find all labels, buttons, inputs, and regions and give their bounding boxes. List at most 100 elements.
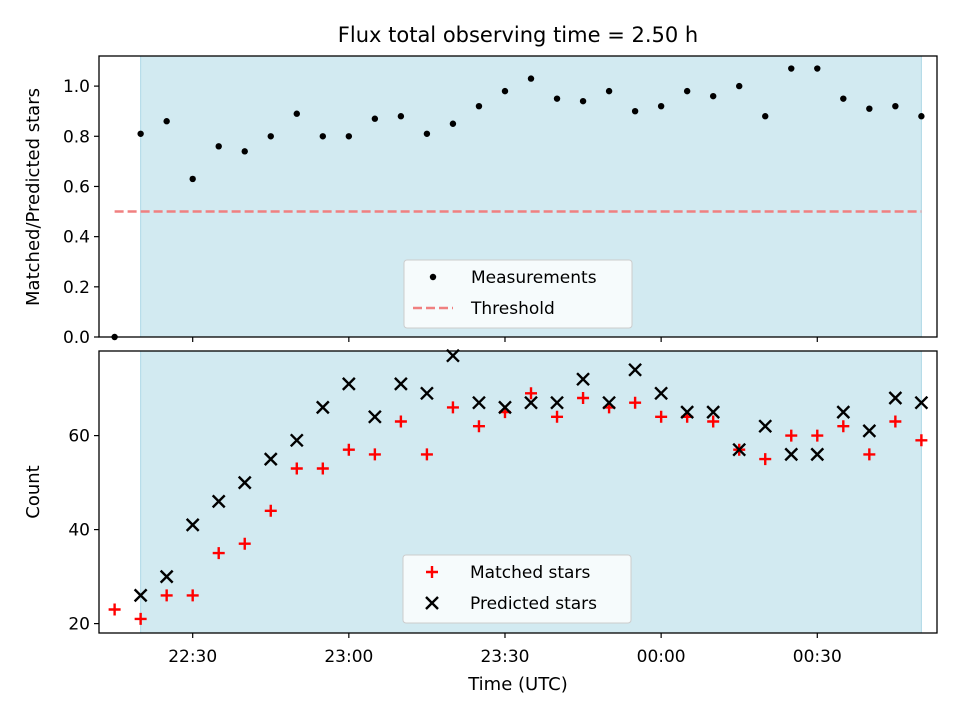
top-panel: 0.0 0.2 0.4 0.6 0.8 1.0 Measurements Threshold — [63, 55, 938, 348]
measurement-point — [527, 75, 535, 82]
measurement-point — [189, 175, 196, 183]
measurement-point — [762, 113, 769, 120]
matched-star-point — [785, 429, 798, 442]
matched-star-point — [472, 420, 485, 433]
predicted-star-point — [368, 409, 382, 424]
x-tick-label: 00:30 — [793, 647, 842, 667]
matched-star-point — [264, 504, 277, 517]
predicted-star-point — [472, 395, 486, 410]
measurement-point — [657, 102, 665, 110]
measurement-point — [918, 113, 925, 120]
predicted-star-point — [602, 395, 616, 410]
predicted-star-point — [810, 447, 825, 462]
measurement-point — [475, 102, 483, 110]
measurement-point — [553, 95, 561, 102]
legend-box — [402, 554, 632, 624]
predicted-star-point — [732, 442, 747, 457]
legend-measurement-marker — [429, 273, 437, 281]
predicted-star-point — [341, 377, 356, 391]
measurement-point — [267, 133, 274, 140]
matched-star-point — [655, 410, 668, 423]
legend-label: Predicted stars — [470, 594, 597, 614]
matched-star-point — [863, 448, 876, 461]
x-tick-label: 23:30 — [480, 647, 529, 667]
predicted-star-point — [550, 395, 564, 410]
chart-title: Flux total observing time = 2.50 h — [338, 23, 698, 47]
measurement-point — [605, 87, 613, 95]
matched-star-point — [134, 612, 147, 625]
legend-box — [403, 259, 633, 329]
predicted-star-point — [394, 377, 408, 391]
measurement-point — [345, 133, 353, 140]
measurement-point — [866, 105, 873, 112]
predicted-star-point — [185, 518, 200, 532]
predicted-star-point — [289, 433, 304, 448]
matched-star-point — [811, 429, 824, 442]
legend: Matched stars Predicted stars — [402, 554, 632, 624]
x-tick-label: 23:00 — [324, 647, 373, 667]
top-y-axis-label: Matched/Predicted stars — [23, 88, 44, 306]
matched-star-point — [186, 589, 199, 602]
predicted-star-point — [420, 386, 434, 401]
matched-star-point — [212, 547, 225, 560]
bottom-y-axis-label: Count — [23, 465, 44, 518]
measurement-point — [449, 120, 457, 127]
matched-star-point — [446, 401, 459, 414]
y-tick-label: 1.0 — [63, 77, 90, 97]
y-tick-label: 0.8 — [63, 127, 90, 147]
predicted-star-point — [836, 405, 851, 419]
predicted-star-point — [706, 405, 721, 419]
measurement-point — [683, 87, 691, 95]
matched-star-point — [837, 420, 850, 433]
y-tick-label: 60 — [68, 427, 90, 447]
matched-star-point — [316, 462, 329, 475]
measurement-point — [241, 148, 248, 155]
predicted-star-point — [680, 405, 695, 419]
matched-star-point — [889, 415, 902, 428]
predicted-star-point — [524, 395, 538, 410]
measurement-point — [423, 130, 431, 137]
predicted-star-point — [654, 386, 668, 401]
legend-predicted-marker — [425, 596, 439, 610]
matched-star-point — [759, 453, 772, 466]
matched-star-point — [915, 434, 928, 447]
y-tick-label: 0.4 — [63, 228, 90, 248]
measurement-point — [709, 92, 717, 100]
matched-star-point — [368, 448, 381, 461]
measurement-point — [215, 143, 222, 150]
predicted-star-point — [263, 452, 278, 466]
predicted-star-point — [237, 475, 252, 490]
predicted-star-point — [628, 362, 642, 377]
predicted-star-point — [888, 391, 903, 405]
measurement-point — [319, 133, 327, 140]
matched-star-point — [160, 589, 173, 602]
matched-star-point — [629, 396, 642, 409]
y-tick-label: 0.0 — [63, 328, 90, 348]
x-tick-label: 00:00 — [637, 647, 686, 667]
predicted-star-point — [758, 419, 773, 434]
legend-matched-marker — [426, 566, 438, 578]
legend-label: Measurements — [471, 268, 597, 288]
measurement-point — [137, 130, 144, 137]
axes-frame — [98, 350, 938, 634]
matched-star-point — [238, 537, 251, 550]
predicted-star-point — [133, 588, 148, 603]
legend-label: Threshold — [470, 299, 555, 319]
measurement-point — [788, 65, 795, 72]
matched-star-point — [551, 410, 564, 423]
measurement-point — [163, 118, 170, 125]
predicted-star-point — [498, 400, 512, 415]
matched-star-point — [108, 603, 121, 616]
measurement-point — [501, 87, 509, 95]
predicted-star-point — [159, 569, 174, 584]
measurement-point — [892, 102, 899, 110]
matched-star-point — [577, 392, 590, 404]
axes-frame — [98, 55, 938, 338]
measurement-point — [397, 113, 405, 120]
measurement-point — [736, 82, 743, 90]
y-tick-label: 40 — [68, 521, 90, 541]
measurement-point — [371, 115, 379, 122]
predicted-star-point — [211, 494, 226, 509]
matched-star-point — [525, 387, 538, 400]
